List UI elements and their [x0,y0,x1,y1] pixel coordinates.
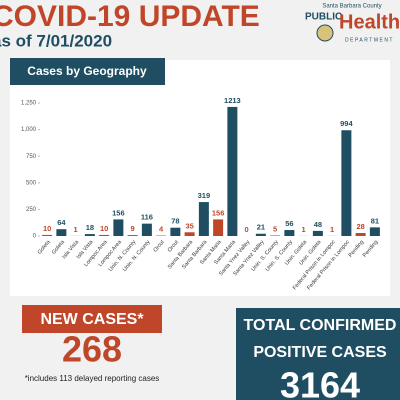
value-label: 1 [330,225,334,234]
value-label: 116 [141,213,153,222]
value-label: 156 [112,208,125,217]
logo-health: Health [339,11,400,33]
y-tick-label: 1,000 [21,127,37,133]
bar [284,230,295,236]
bar [56,229,67,236]
new-cases-label: NEW CASES* [40,311,144,328]
total-value: 3164 [280,365,360,400]
value-label: 35 [185,221,193,230]
value-label: 1213 [224,96,241,105]
bar [99,234,110,236]
bar [270,235,281,236]
bar [127,235,138,236]
logo-public: PUBLIC [305,12,342,23]
bar [141,223,152,236]
value-label: 994 [340,119,353,128]
value-label: 5 [273,224,277,233]
logo-county: Santa Barbara County [322,4,381,10]
bar [84,234,95,236]
total-box [236,308,400,400]
bar [341,130,352,236]
value-label: 56 [285,219,293,228]
bar [355,233,366,236]
chart-tab [10,58,165,85]
bar [170,227,181,236]
new-cases-box [22,305,162,333]
value-label: 18 [86,223,94,232]
bar [184,232,195,236]
y-tick-label: 1,250 [21,101,37,107]
value-label: 319 [198,191,211,200]
bar [213,219,224,236]
value-label: 81 [371,216,379,225]
value-label: 0 [245,225,249,234]
value-label: 21 [257,223,265,232]
new-cases-value: 268 [62,329,122,370]
value-label: 156 [212,208,225,217]
y-tick-label: 0 [33,234,37,240]
bar [227,106,238,236]
value-label: 1 [302,225,306,234]
bar [255,233,266,236]
logo-seal [316,24,334,42]
bar [369,227,380,236]
title: COVID-19 UPDATE [0,0,260,33]
value-label: 78 [171,217,179,226]
logo-department: DEPARTMENT [345,37,394,43]
bar [312,230,323,236]
bar [42,234,53,236]
value-label: 48 [314,220,322,229]
bar [113,219,124,236]
y-tick-label: 750 [26,154,37,160]
value-label: 1 [74,225,78,234]
chart-card [10,60,390,296]
value-label: 4 [159,225,164,234]
total-label-2: POSITIVE CASES [253,344,387,361]
chart-title: Cases by Geography [27,64,147,78]
value-label: 10 [43,224,51,233]
y-tick-label: 500 [26,180,37,186]
subtitle: as of 7/01/2020 [0,31,112,50]
value-label: 10 [100,224,108,233]
bar [198,202,209,236]
new-cases-note: *includes 113 delayed reporting cases [25,374,160,383]
value-label: 64 [57,218,66,227]
y-tick-label: 250 [26,207,37,213]
total-label-1: TOTAL CONFIRMED [244,317,397,334]
value-label: 9 [131,224,135,233]
value-label: 28 [356,222,364,231]
